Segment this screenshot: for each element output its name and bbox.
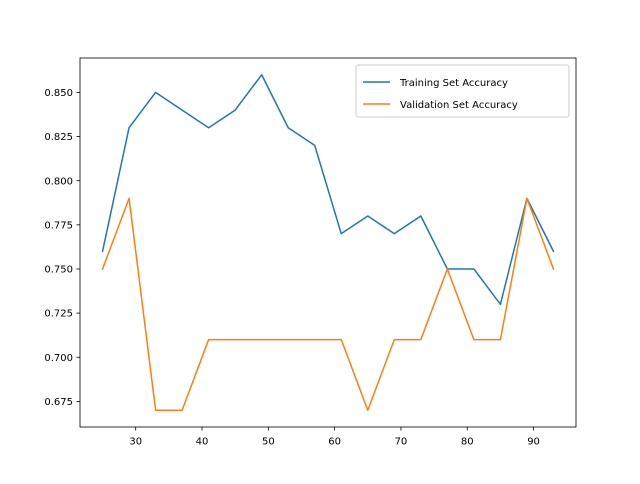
- axes: 30 40 50 60 70 80 90 0.675 0.700 0.725 0.750 0.775 0…: [44, 57, 577, 448]
- x-tick-label: 80: [461, 437, 474, 448]
- series-line-2: [101, 197, 555, 411]
- series-line-1: [101, 74, 555, 306]
- legend-label-2: Validation Set Accuracy: [400, 100, 518, 111]
- x-tick-label: 50: [262, 437, 275, 448]
- y-tick-label: 0.825: [44, 132, 73, 143]
- y-tick-label: 0.700: [44, 353, 73, 364]
- legend-label-1: Training Set Accuracy: [399, 78, 508, 89]
- x-tick-label: 90: [527, 437, 540, 448]
- plot-area: [101, 74, 555, 411]
- x-tick-label: 40: [196, 437, 209, 448]
- y-tick-label: 0.850: [44, 88, 73, 99]
- y-tick-label: 0.800: [44, 176, 73, 187]
- y-tick-label: 0.725: [44, 309, 73, 320]
- y-tick-label: 0.675: [44, 397, 73, 408]
- y-tick-label: 0.775: [44, 220, 73, 231]
- legend-box: [355, 64, 570, 118]
- y-tick-label: 0.750: [44, 265, 73, 276]
- x-tick-label: 60: [328, 437, 341, 448]
- legend: Training Set Accuracy Validation Set Accu…: [355, 64, 570, 118]
- x-tick-label: 70: [395, 437, 408, 448]
- x-tick-label: 30: [129, 437, 142, 448]
- axes-frame: [79, 57, 577, 428]
